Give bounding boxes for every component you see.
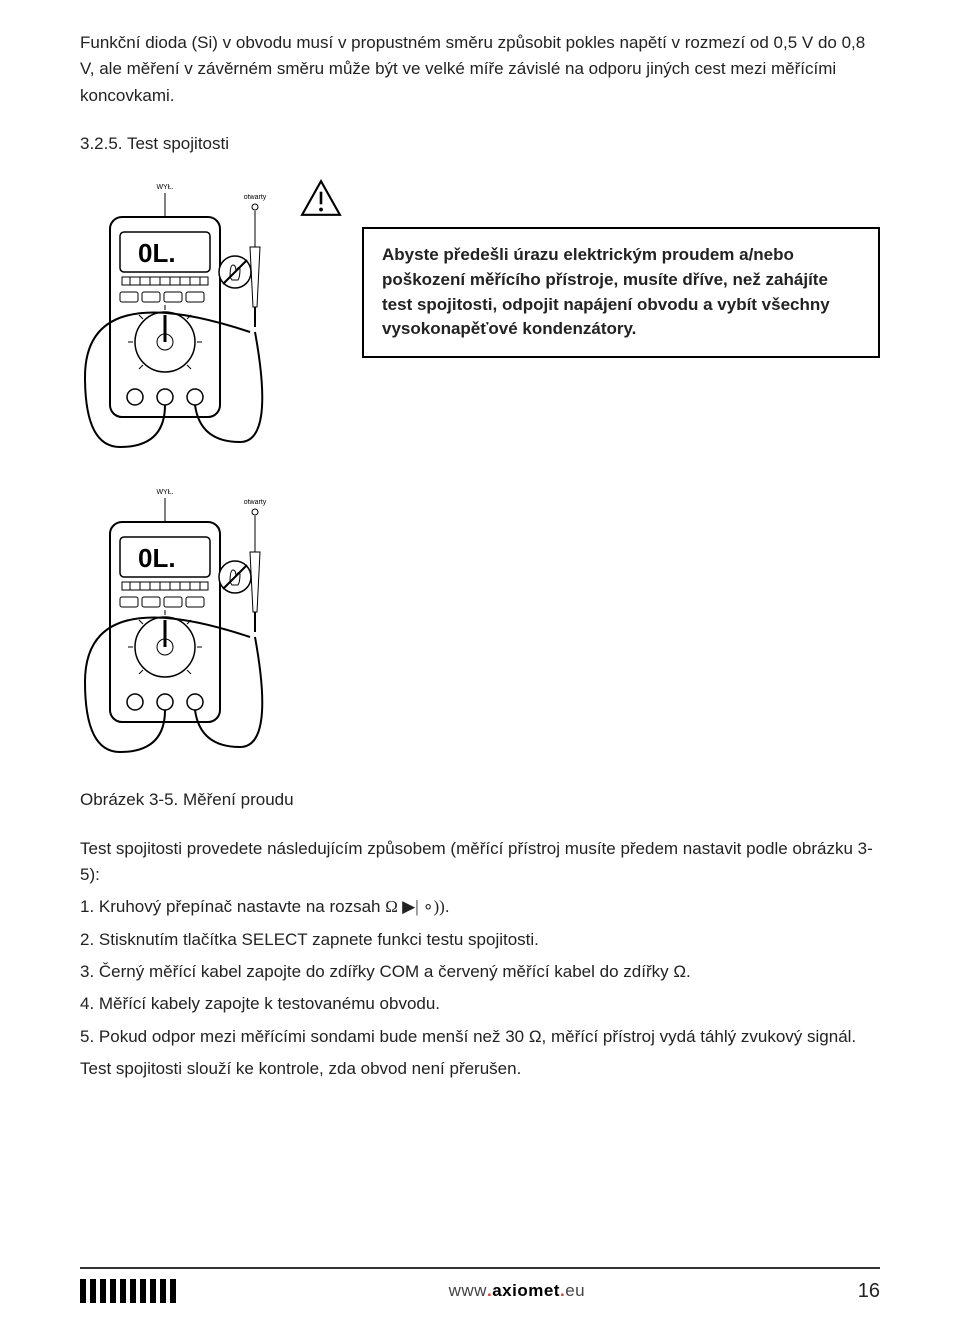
off-label: WYŁ.: [156, 184, 173, 191]
multimeter-illustration-1: 0L.: [80, 177, 280, 462]
barcode-icon: [80, 1279, 176, 1303]
svg-text:otwarty: otwarty: [244, 499, 267, 506]
paragraph-intro: Funkční dioda (Si) v obvodu musí v propu…: [80, 30, 880, 109]
warning-box: Abyste předešli úrazu elektrickým proude…: [362, 227, 880, 358]
page-footer: www.axiomet.eu 16: [80, 1267, 880, 1303]
step-2: 2. Stisknutím tlačítka SELECT zapnete fu…: [80, 927, 880, 953]
svg-text:WYŁ.: WYŁ.: [156, 489, 173, 496]
figure-row-2: 0L.: [80, 482, 880, 767]
step-1: 1. Kruhový přepínač nastavte na rozsah Ω…: [80, 894, 880, 920]
svg-text:otwarty: otwarty: [244, 194, 267, 201]
warning-triangle-icon: [300, 177, 342, 224]
warning-text: Abyste předešli úrazu elektrickým proude…: [382, 245, 830, 338]
document-page: Funkční dioda (Si) v obvodu musí v propu…: [0, 0, 960, 1325]
footer-rule: [80, 1267, 880, 1269]
instructions-tail: Test spojitosti slouží ke kontrole, zda …: [80, 1056, 880, 1082]
step-4: 4. Měřící kabely zapojte k testovanému o…: [80, 991, 880, 1017]
display-value: 0L.: [138, 238, 176, 268]
step-5: 5. Pokud odpor mezi měřícími sondami bud…: [80, 1024, 880, 1050]
instructions-block: Test spojitosti provedete následujícím z…: [80, 836, 880, 1083]
figure-caption: Obrázek 3-5. Měření proudu: [80, 787, 880, 813]
section-heading: 3.2.5. Test spojitosti: [80, 131, 880, 157]
page-number: 16: [858, 1280, 880, 1303]
instructions-lead: Test spojitosti provedete následujícím z…: [80, 836, 880, 889]
figure-row-1: 0L.: [80, 177, 880, 462]
step-3: 3. Černý měřící kabel zapojte do zdířky …: [80, 959, 880, 985]
multimeter-illustration-2: 0L.: [80, 482, 280, 767]
range-symbol: Ω ▶| ∘)): [385, 897, 445, 916]
no-touch-icon: [219, 256, 251, 288]
multimeter-svg: 0L.: [80, 177, 280, 457]
svg-text:0L.: 0L.: [138, 543, 176, 573]
site-url: www.axiomet.eu: [449, 1281, 585, 1301]
